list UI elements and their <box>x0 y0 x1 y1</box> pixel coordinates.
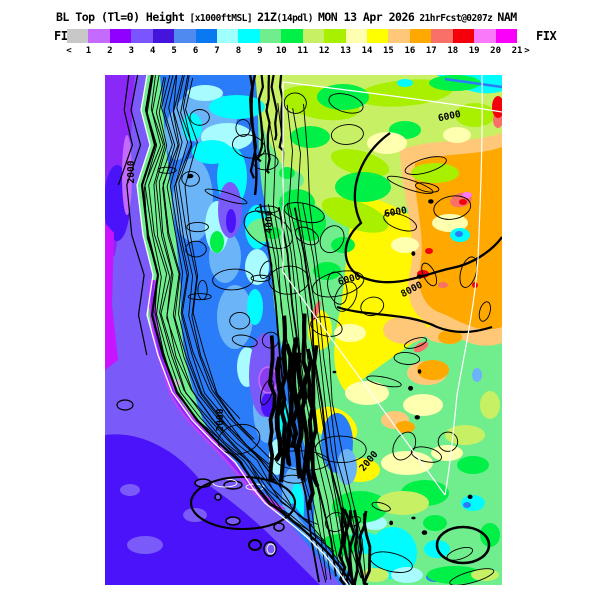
colorbar-tick: 6 <box>192 46 199 56</box>
colorbar-swatch <box>174 29 196 43</box>
colorbar-tick: 1 <box>85 46 92 56</box>
contour-label: 2000 <box>126 160 137 183</box>
colorbar-tick: 7 <box>214 46 220 56</box>
colorbar-swatch <box>452 29 475 43</box>
colorbar-swatch <box>367 29 389 43</box>
title-part: [x1000ftMSL] <box>189 13 253 24</box>
colorbar-tick: 3 <box>128 46 134 56</box>
colorbar-swatch <box>67 29 89 43</box>
colorbar-swatch <box>131 29 153 43</box>
title-part: BL Top (Tl=0) Height <box>56 10 185 24</box>
colorbar-tick: > <box>524 46 530 56</box>
colorbar-swatch <box>302 29 325 43</box>
colorbar-swatch <box>259 29 282 43</box>
colorbar-tick: 8 <box>235 46 242 56</box>
colorbar-fix-right-label: FIX <box>536 29 557 43</box>
contour-label: 4000 <box>264 210 275 233</box>
colorbar-tick: 9 <box>257 46 263 56</box>
colorbar-swatch <box>88 29 110 43</box>
colorbar-tick: 17 <box>425 46 437 56</box>
contour-label: 6000 <box>437 109 462 125</box>
colorbar-swatch <box>324 29 346 43</box>
page-title: BL Top (Tl=0) Height [x1000ftMSL] 21Z(14pd… <box>56 6 522 25</box>
colorbar-swatch <box>152 29 175 43</box>
colorbar-tick: 16 <box>404 46 416 56</box>
colorbar-tick: 4 <box>150 46 156 56</box>
colorbar-tick: < <box>66 46 72 56</box>
colorbar-tick: 21 <box>511 46 523 56</box>
colorbar-swatch <box>431 29 453 43</box>
colorbar-swatch <box>281 29 303 43</box>
colorbar-tick: 11 <box>297 46 309 56</box>
contour-label: 2000 <box>215 408 226 431</box>
colorbar-tick: 15 <box>383 46 394 56</box>
colorbar-tick: 19 <box>468 46 480 56</box>
colorbar-swatch <box>409 29 432 43</box>
colorbar-tick: 18 <box>447 46 459 56</box>
colorbar-swatch <box>195 29 217 43</box>
colorbar-swatch <box>238 29 260 43</box>
colorbar-swatch <box>495 29 518 43</box>
contour-label: 6000 <box>383 205 408 220</box>
colorbar-tick: 12 <box>318 46 330 56</box>
colorbar-swatch <box>474 29 496 43</box>
colorbar-tick: 13 <box>340 46 351 56</box>
title-part: 21hrFcst@0207z <box>419 13 493 24</box>
title-part: 21Z <box>257 10 277 24</box>
colorbar-tick: 14 <box>361 46 373 56</box>
colorbar-swatch <box>388 29 410 43</box>
title-part: MON 13 Apr 2026 <box>317 10 415 24</box>
colorbar-tick: 10 <box>275 46 287 56</box>
colorbar-tick: 2 <box>107 46 113 56</box>
title-part: (14pdl) <box>276 13 313 24</box>
colorbar-swatch <box>217 29 239 43</box>
title-part: NAM <box>497 10 517 24</box>
colorbar-tick: 5 <box>171 46 177 56</box>
colorbar-tick: 20 <box>490 46 502 56</box>
colorbar-swatch <box>109 29 132 43</box>
colorbar-swatch <box>345 29 367 43</box>
